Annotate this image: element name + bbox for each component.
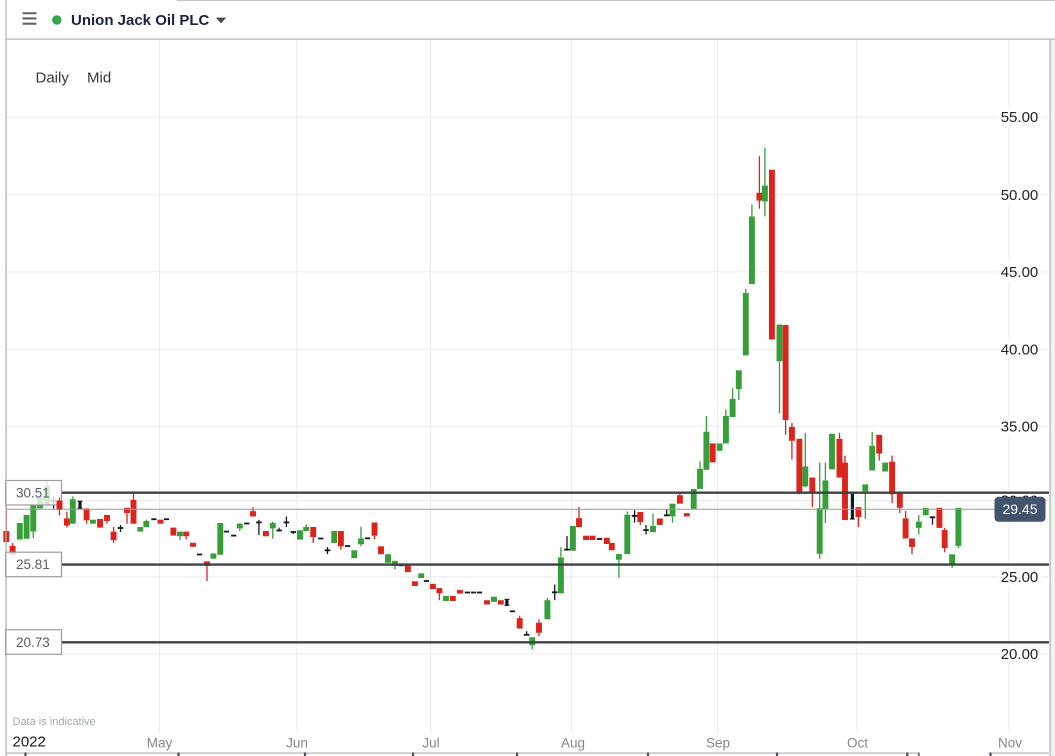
svg-text:50.00: 50.00 <box>1001 187 1039 204</box>
svg-text:20.00: 20.00 <box>1001 646 1039 663</box>
svg-text:Aug: Aug <box>561 736 585 751</box>
svg-text:Union Jack Oil PLC: Union Jack Oil PLC <box>71 12 210 29</box>
svg-text:Jul: Jul <box>422 736 439 751</box>
svg-text:Jun: Jun <box>286 736 308 751</box>
svg-text:Oct: Oct <box>847 736 868 751</box>
svg-text:Mid: Mid <box>87 70 111 87</box>
svg-text:20.73: 20.73 <box>16 635 50 650</box>
svg-text:29.45: 29.45 <box>1002 501 1037 517</box>
svg-text:2022: 2022 <box>13 734 46 751</box>
svg-text:55.00: 55.00 <box>1001 109 1039 126</box>
svg-text:35.00: 35.00 <box>1001 419 1039 436</box>
svg-text:Nov: Nov <box>998 736 1022 751</box>
svg-text:25.81: 25.81 <box>16 557 50 572</box>
svg-text:40.00: 40.00 <box>1001 341 1039 358</box>
svg-text:Daily: Daily <box>36 70 70 87</box>
svg-text:45.00: 45.00 <box>1001 264 1039 281</box>
svg-text:May: May <box>147 736 173 751</box>
svg-text:Data is indicative: Data is indicative <box>13 716 96 728</box>
svg-text:30.51: 30.51 <box>16 486 50 501</box>
svg-text:25.00: 25.00 <box>1001 569 1039 586</box>
svg-text:Sep: Sep <box>706 736 730 751</box>
